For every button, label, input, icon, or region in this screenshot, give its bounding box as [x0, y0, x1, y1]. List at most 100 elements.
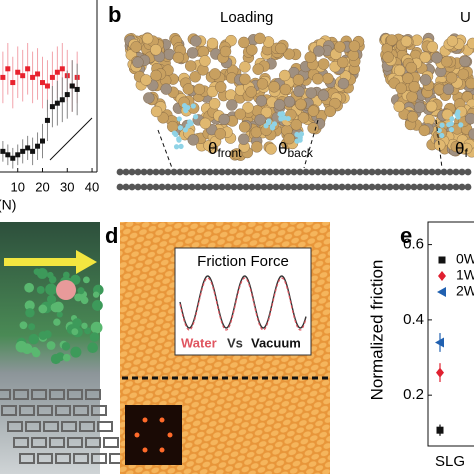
atom — [458, 183, 466, 191]
atom — [305, 87, 317, 99]
water — [448, 127, 455, 133]
atom — [428, 183, 436, 191]
atom — [405, 61, 417, 74]
point — [64, 92, 70, 98]
atom — [393, 64, 406, 77]
atom — [268, 81, 280, 93]
point — [10, 80, 16, 86]
atom — [275, 42, 287, 55]
atom — [466, 37, 474, 50]
atom — [116, 183, 124, 191]
x-tick-label: SLG — [435, 453, 465, 470]
atom — [200, 183, 208, 191]
point — [69, 83, 75, 89]
atom — [212, 183, 220, 191]
lattice — [67, 389, 83, 400]
leaf — [30, 347, 39, 355]
water — [178, 143, 184, 149]
legend-vacuum: Vacuum — [251, 335, 301, 350]
lattice — [13, 437, 29, 448]
atom — [464, 183, 472, 191]
atom — [218, 183, 226, 191]
leaf — [46, 294, 57, 305]
leaf — [19, 321, 28, 330]
water — [173, 144, 180, 150]
atom — [206, 37, 219, 50]
atom — [226, 99, 238, 111]
angle-line — [303, 119, 319, 169]
point — [54, 69, 60, 75]
x-tick-label: 20 — [35, 179, 49, 194]
atom — [386, 168, 394, 176]
atom — [304, 51, 316, 63]
atom — [307, 122, 319, 134]
point — [20, 73, 26, 79]
atom — [250, 126, 263, 138]
angle-label: θf — [455, 139, 468, 160]
atom — [395, 82, 407, 94]
leaf — [25, 308, 35, 318]
point — [15, 152, 21, 158]
atom — [146, 183, 154, 191]
x-tick-label: 30 — [60, 179, 74, 194]
atom — [256, 78, 269, 90]
lattice — [73, 405, 89, 416]
atom — [302, 183, 310, 191]
atom — [324, 105, 336, 118]
atom — [272, 183, 280, 191]
atom — [200, 168, 208, 176]
legend-marker — [437, 287, 446, 297]
wave — [179, 275, 307, 329]
atom — [434, 168, 442, 176]
inset-box — [174, 247, 312, 356]
water — [190, 103, 196, 109]
water — [182, 127, 189, 133]
atom — [296, 183, 304, 191]
leaf — [46, 341, 56, 350]
atom — [317, 89, 330, 101]
leaf — [36, 285, 45, 294]
atom — [188, 168, 196, 176]
atom — [458, 168, 466, 176]
atom — [206, 183, 214, 191]
atom — [410, 183, 418, 191]
leaf — [28, 333, 39, 345]
angle-line — [157, 129, 173, 169]
atom — [254, 32, 266, 45]
atom — [279, 69, 291, 82]
lattice — [37, 453, 53, 464]
atom — [206, 168, 214, 176]
arrow-head — [76, 250, 97, 274]
atom — [134, 183, 142, 191]
point — [35, 71, 41, 77]
leaf — [74, 293, 83, 302]
atom — [238, 133, 250, 145]
atom — [400, 35, 413, 48]
atom — [194, 168, 202, 176]
point — [44, 83, 50, 89]
atom — [279, 83, 292, 96]
point — [59, 97, 65, 103]
lattice — [49, 389, 65, 400]
water — [439, 132, 445, 139]
atom — [362, 183, 370, 191]
point — [0, 148, 6, 154]
atom — [182, 183, 190, 191]
lattice — [91, 453, 107, 464]
leaf — [80, 296, 89, 305]
leaf — [77, 287, 85, 295]
atom — [441, 55, 453, 68]
panel-label: b — [108, 2, 121, 27]
lattice — [1, 405, 17, 416]
atom — [308, 168, 316, 176]
atom — [404, 183, 412, 191]
lattice — [85, 437, 101, 448]
atom — [141, 32, 154, 45]
x-tick-label: 10 — [10, 179, 24, 194]
water — [265, 119, 272, 126]
atom — [251, 141, 263, 153]
lattice — [91, 405, 107, 416]
legend-vs: Vs — [227, 335, 243, 350]
